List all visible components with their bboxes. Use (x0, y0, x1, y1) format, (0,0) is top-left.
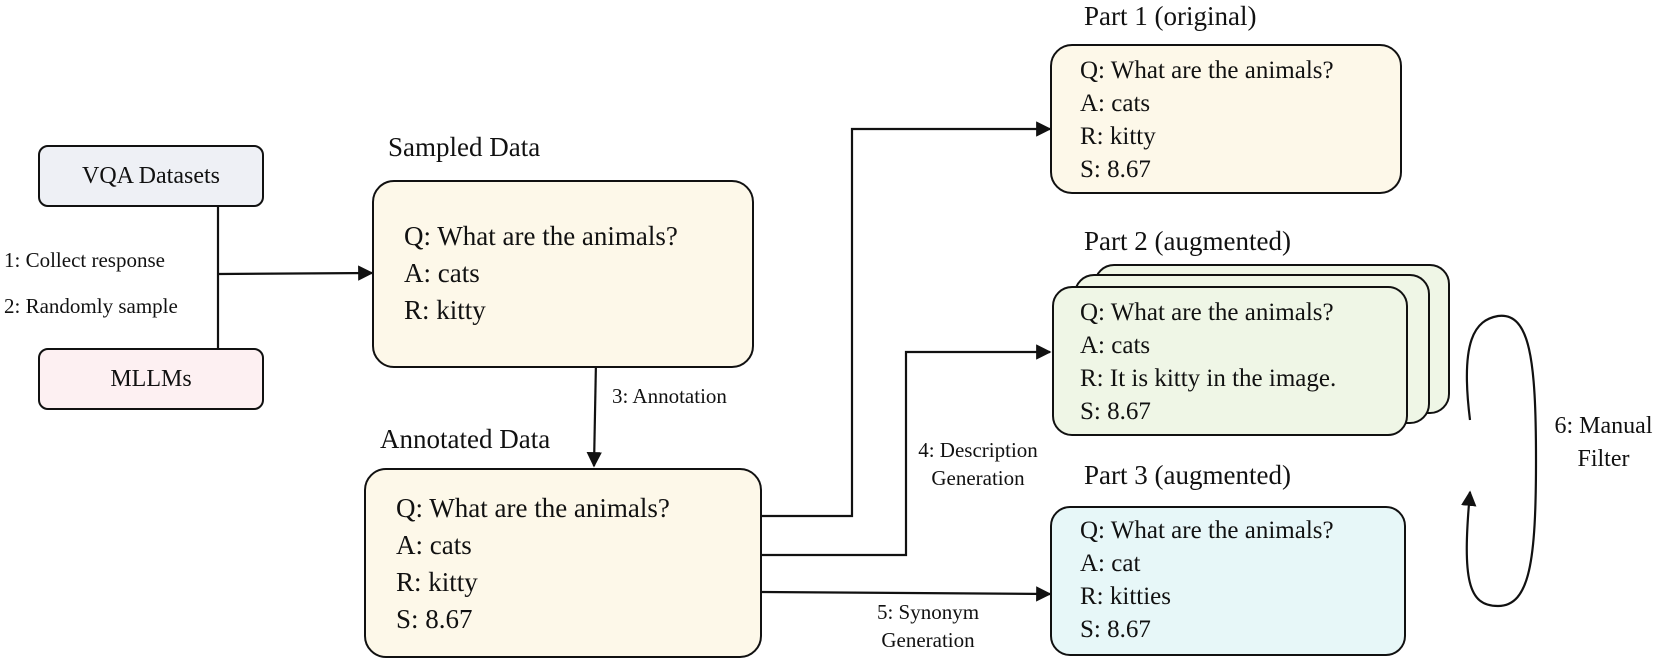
arrow-to-part3 (761, 586, 1052, 602)
step-annotation-label: 3: Annotation (612, 384, 727, 408)
step-collect-label: 1: Collect response (4, 248, 165, 272)
answer-text: A: cats (1080, 90, 1151, 117)
score-text: S: 8.67 (1080, 398, 1151, 425)
part2-box (1052, 286, 1408, 436)
question-text: Q: What are the animals? (1080, 517, 1334, 544)
arrow-to-part2 (762, 344, 1052, 557)
part3-content: Q: What are the animals? A: cat R: kitti… (1080, 514, 1334, 646)
part3-title: Part 3 (augmented) (1084, 460, 1291, 490)
step-manual-filter-label: 6: Manual Filter (1554, 413, 1653, 472)
step-sample-label: 2: Randomly sample (4, 294, 178, 318)
mllms-label: MLLMs (110, 365, 192, 392)
question-text: Q: What are the animals? (1080, 57, 1334, 84)
mllms-box (38, 348, 264, 410)
part1-box (1050, 44, 1402, 194)
question-text: Q: What are the animals? (404, 221, 678, 251)
sampled-data-box (372, 180, 754, 368)
question-text: Q: What are the animals? (396, 493, 670, 523)
part1-title: Part 1 (original) (1084, 1, 1257, 31)
score-text: S: 8.67 (1080, 616, 1151, 643)
reference-text: R: kitty (396, 567, 478, 597)
part2-title: Part 2 (augmented) (1084, 226, 1291, 256)
part3-box (1050, 506, 1406, 656)
reference-text: R: kitty (1080, 123, 1156, 150)
arrow-to-sampled (217, 265, 374, 281)
reference-text: R: kitties (1080, 583, 1171, 610)
part2-content: Q: What are the animals? A: cats R: It i… (1080, 296, 1336, 428)
sampled-data-title: Sampled Data (388, 132, 541, 162)
step-synonym-label: 5: Synonym Generation (876, 600, 980, 652)
annotated-data-content: Q: What are the animals? A: cats R: kitt… (396, 490, 670, 638)
question-text: Q: What are the animals? (1080, 299, 1334, 326)
arrow-to-part1 (762, 121, 1052, 518)
reference-text: R: It is kitty in the image. (1080, 365, 1337, 392)
answer-text: A: cats (404, 258, 480, 288)
score-text: S: 8.67 (396, 604, 473, 634)
answer-text: A: cats (396, 530, 472, 560)
annotated-data-box (364, 468, 762, 658)
arrow-to-annotated (586, 360, 602, 468)
manual-filter-loop (1461, 314, 1538, 608)
sampled-data-content: Q: What are the animals? A: cats R: kitt… (404, 218, 678, 329)
answer-text: A: cats (1080, 332, 1151, 359)
vqa-datasets-box (38, 145, 264, 207)
score-text: S: 8.67 (1080, 156, 1151, 183)
vqa-datasets-label: VQA Datasets (82, 162, 220, 189)
step-description-label: 4: Description Generation (918, 438, 1038, 490)
reference-text: R: kitty (404, 295, 486, 325)
answer-text: A: cat (1080, 550, 1141, 577)
part1-content: Q: What are the animals? A: cats R: kitt… (1080, 54, 1334, 186)
annotated-data-title: Annotated Data (380, 424, 551, 454)
